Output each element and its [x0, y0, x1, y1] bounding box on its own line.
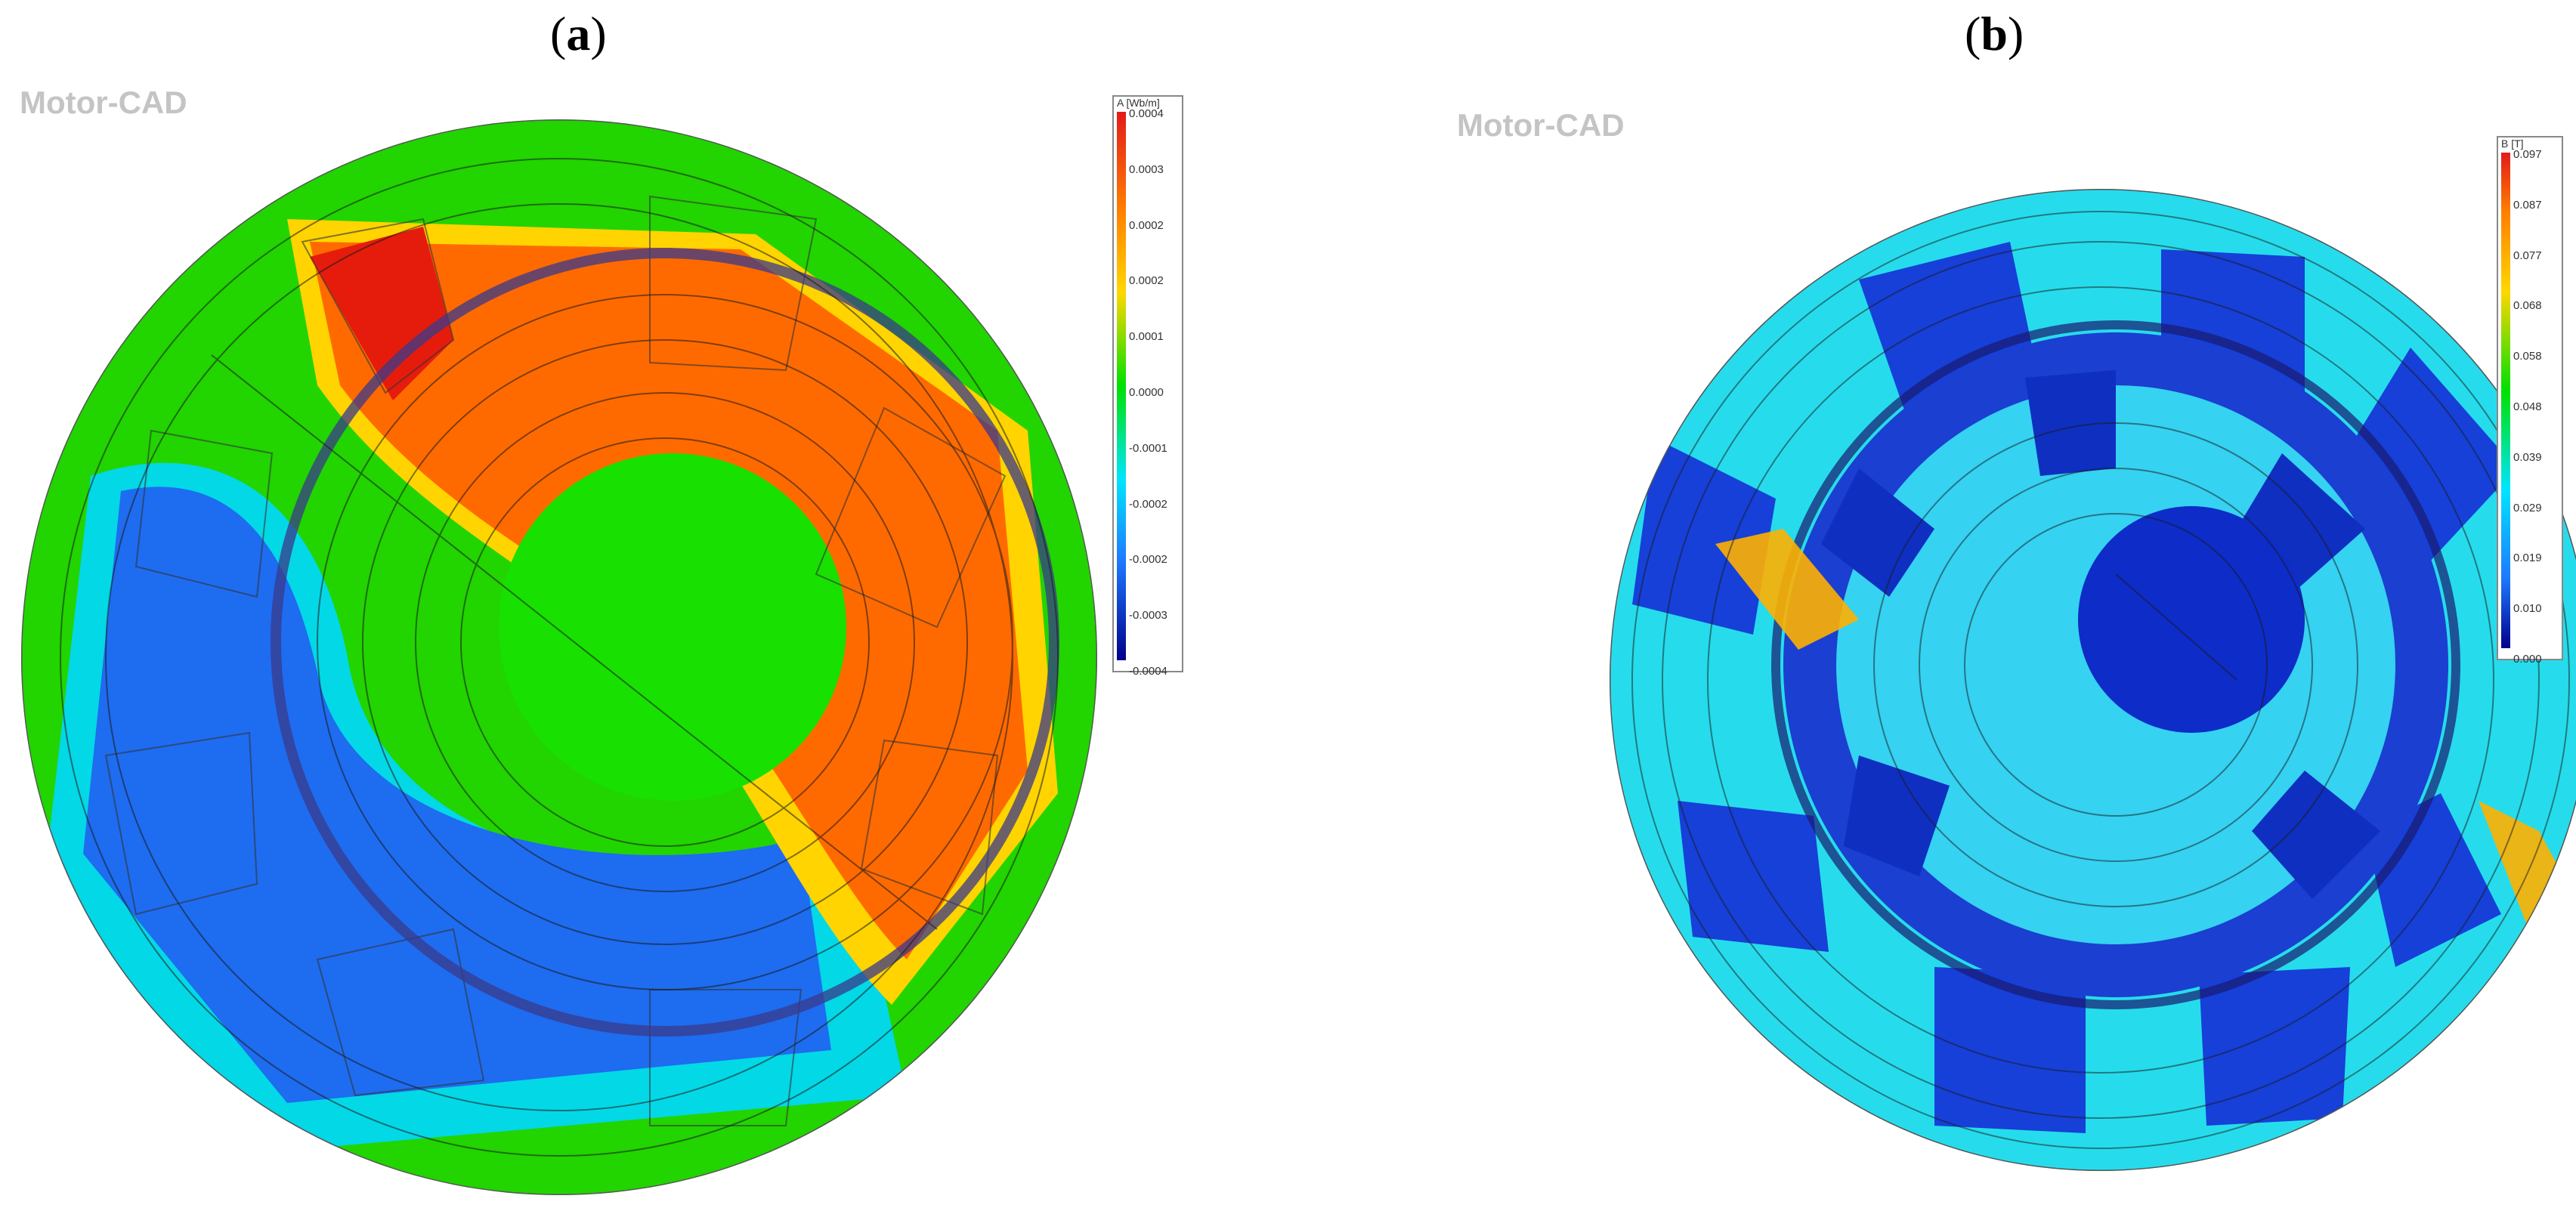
- legend-tick: 0.0002: [1129, 218, 1164, 232]
- legend-b-color-bar: [2501, 153, 2510, 648]
- motorcad-watermark-a: Motor-CAD: [20, 85, 187, 120]
- stator-slot-left: [1632, 438, 1776, 635]
- legend-b-title: B [T]: [2501, 137, 2524, 150]
- legend-tick: 0.0001: [1129, 330, 1164, 344]
- legend-tick: 0.029: [2513, 501, 2542, 514]
- legend-tick: 0.058: [2513, 350, 2542, 363]
- legend-a-title: A [Wb/m]: [1117, 97, 1160, 109]
- legend-tick: 0.010: [2513, 602, 2542, 616]
- legend-tick: 0.0004: [1129, 107, 1164, 120]
- legend-tick: 0.0000: [1129, 386, 1164, 399]
- air-gap-ring-b: [1771, 320, 2460, 1009]
- legend-tick: 0.048: [2513, 400, 2542, 413]
- legend-tick: 0.0002: [1129, 274, 1164, 288]
- stator-slot-bottom-left: [1678, 801, 1829, 952]
- legend-a-ticks: 0.0004 0.0003 0.0002 0.0002 0.0001 0.0000 -0.0…: [1129, 107, 1180, 678]
- legend-tick: -0.0004: [1129, 665, 1167, 678]
- stator-slot-bottom: [1934, 967, 2086, 1133]
- legend-a-color-bar: [1117, 112, 1126, 660]
- flux-hotspot-left: [1715, 529, 1859, 650]
- stator-slot-bottom-right: [2199, 967, 2350, 1126]
- legend-tick: 0.068: [2513, 299, 2542, 313]
- air-gap-ring: [271, 248, 1059, 1037]
- vector-potential-plot: [21, 119, 1097, 1195]
- motorcad-watermark-b: Motor-CAD: [1457, 107, 1625, 143]
- rotor-shaft: [499, 453, 846, 801]
- lowest-potential-region: [83, 487, 831, 1103]
- legend-tick: -0.0001: [1129, 441, 1167, 455]
- legend-tick: -0.0003: [1129, 609, 1167, 623]
- panel-b-label: (b): [1965, 7, 2024, 60]
- legend-tick: -0.0002: [1129, 497, 1167, 511]
- legend-tick: 0.019: [2513, 551, 2542, 565]
- legend-tick: 0.000: [2513, 653, 2542, 666]
- legend-b-ticks: 0.097 0.087 0.077 0.068 0.058 0.048 0.039 0.029…: [2513, 148, 2560, 666]
- legend-tick: 0.039: [2513, 450, 2542, 464]
- panel-a-label: (a): [550, 7, 607, 60]
- legend-tick: 0.077: [2513, 249, 2542, 262]
- max-potential-slot: [310, 227, 453, 400]
- flux-density-legend: B [T] 0.097 0.087 0.077 0.068 0.058 0.048 0.03…: [2497, 136, 2563, 666]
- rotor-shaft-b: [2078, 506, 2305, 733]
- legend-tick: 0.087: [2513, 198, 2542, 212]
- legend-tick: -0.0002: [1129, 553, 1167, 567]
- vector-potential-legend: A [Wb/m] 0.0004 0.0003 0.0002 0.0002 0.0001 0…: [1112, 95, 1183, 678]
- flux-density-plot: [1610, 189, 2576, 1171]
- legend-tick: 0.0003: [1129, 162, 1164, 176]
- legend-tick: 0.097: [2513, 148, 2542, 161]
